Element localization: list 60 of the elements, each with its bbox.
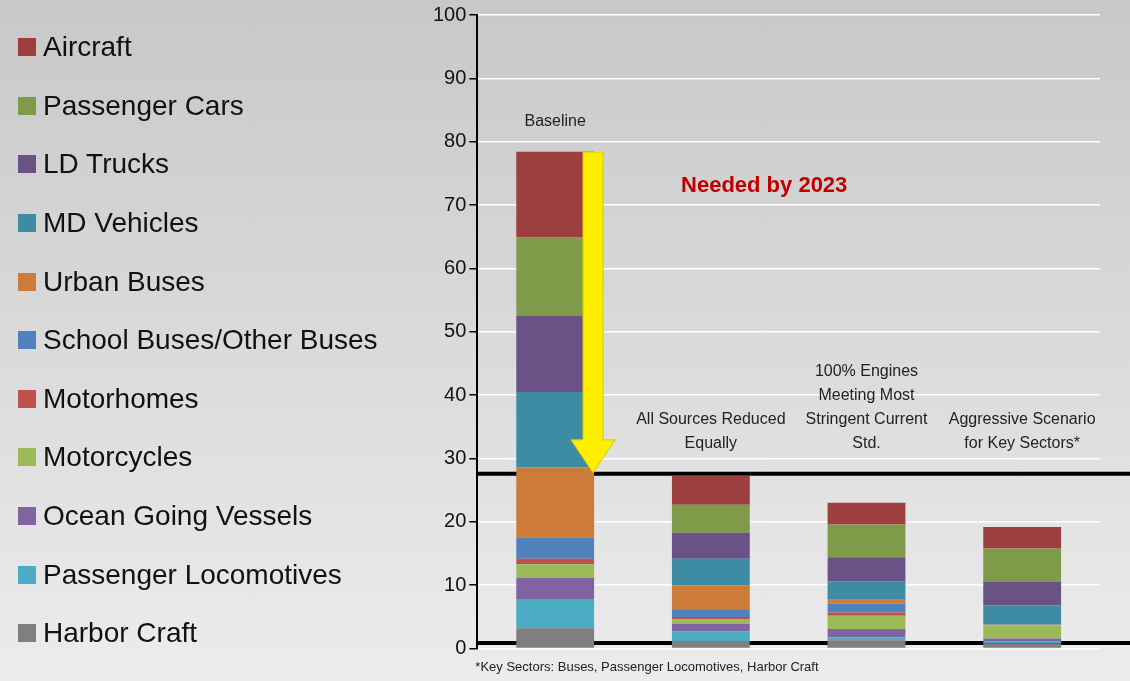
bar [671,585,750,610]
y-tick-label: 70 [444,192,467,215]
bar [516,564,595,578]
legend-label: LD Trucks [43,148,170,181]
legend-label: Urban Buses [43,265,205,298]
y-tick-label: 0 [455,636,467,659]
y-tick-label: 40 [444,382,467,405]
bar [983,605,1062,624]
annotation: All Sources Reduced Equally [636,409,786,451]
legend-label: MD Vehicles [43,207,199,240]
legend-label: School Buses/Other Buses [43,324,378,357]
annotation: 100% Engines Meeting Most Stringent Current Std. [805,361,928,451]
bar [671,609,750,617]
annotation: Aggressive Scenario for Key Sectors* [948,409,1096,451]
bar [827,628,906,638]
legend-label: Aircraft [43,31,132,64]
bar [671,623,750,632]
bar [516,467,595,538]
y-tick-label: 10 [444,572,467,595]
y-tick-label: 30 [444,446,467,469]
bar [827,637,906,641]
bar [516,577,595,600]
bar [827,599,906,604]
y-tick-label: 50 [444,319,467,342]
legend-label: Ocean Going Vessels [43,500,313,533]
bar [983,526,1062,549]
bar [516,628,595,648]
bar [983,643,1062,648]
bar [827,640,906,648]
bar [827,615,906,629]
bar [983,548,1062,582]
bar [827,557,906,582]
y-tick-label: 80 [444,129,467,152]
bar [671,475,750,505]
annotation: Needed by 2023 [681,172,848,198]
bar [827,612,906,616]
bar [983,625,1062,639]
y-tick-label: 60 [444,255,467,278]
legend-label: Passenger Locomotives [43,558,342,591]
bar [671,558,750,586]
bar [827,524,906,558]
annotation: Baseline [524,111,586,129]
legend-label: Harbor Craft [43,617,198,650]
legend-label: Motorcycles [43,441,193,474]
bar [671,631,750,641]
bar [827,502,906,525]
bar [516,537,595,559]
legend-label: Motorhomes [43,382,199,415]
bar [671,641,750,648]
bar [516,599,595,629]
legend-label: Passenger Cars [43,89,244,122]
bar [827,581,906,600]
bar [983,581,1062,606]
y-tick-label: 20 [444,509,467,532]
bar [671,619,750,624]
y-tick-label: 100 [432,2,467,25]
y-tick-label: 90 [444,65,467,88]
bar [671,532,750,559]
text: *Key Sectors: Buses, Passenger Locomotives, Harbor Craft [475,658,819,674]
bar [671,504,750,533]
